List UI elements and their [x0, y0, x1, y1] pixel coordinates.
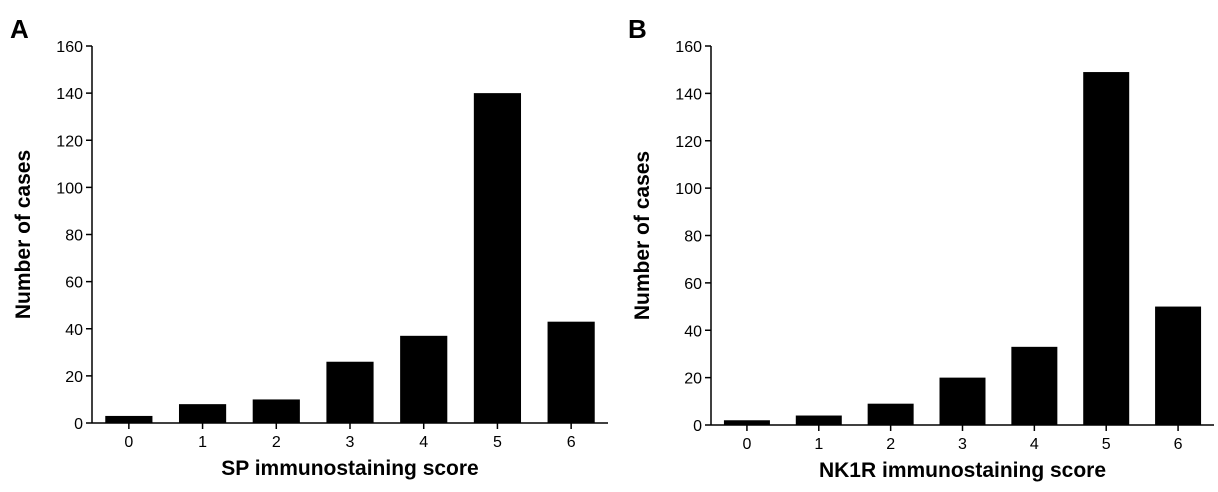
y-tick-label: 160	[56, 39, 83, 56]
x-tick-label: 4	[1030, 436, 1039, 453]
x-tick-label: 3	[958, 436, 967, 453]
y-tick-label: 100	[56, 180, 83, 197]
bar	[547, 321, 595, 423]
y-tick-label: 80	[65, 228, 83, 245]
x-tick-label: 5	[1102, 436, 1111, 453]
bar	[939, 377, 986, 425]
y-tick-label: 20	[65, 369, 83, 386]
x-axis-title: SP immunostaining score	[221, 457, 479, 480]
bar	[1011, 346, 1058, 425]
bar	[723, 420, 770, 425]
y-tick-label: 80	[684, 229, 702, 246]
y-tick-label: 120	[56, 133, 83, 150]
panel-label: B	[628, 14, 647, 44]
y-tick-label: 60	[65, 275, 83, 292]
bar	[1155, 306, 1202, 425]
x-axis-title: NK1R immunostaining score	[819, 459, 1106, 482]
x-tick-label: 2	[886, 436, 895, 453]
bar	[178, 404, 227, 423]
y-tick-label: 120	[675, 134, 702, 151]
x-tick-label: 6	[1174, 436, 1183, 453]
bar	[252, 399, 300, 423]
x-tick-label: 6	[567, 434, 576, 451]
x-tick-label: 1	[814, 436, 823, 453]
bar	[867, 403, 914, 425]
bar	[326, 361, 374, 423]
panel-label: A	[10, 14, 29, 44]
bar	[473, 93, 522, 423]
x-tick-label: 5	[493, 434, 502, 451]
y-tick-label: 100	[675, 181, 702, 198]
y-axis-title: Number of cases	[631, 151, 654, 320]
x-tick-label: 4	[419, 434, 428, 451]
y-axis-title: Number of cases	[12, 150, 35, 319]
x-tick-label: 0	[742, 436, 751, 453]
x-tick-label: 3	[346, 434, 355, 451]
y-tick-label: 40	[65, 322, 83, 339]
y-tick-label: 40	[684, 323, 702, 340]
bar	[795, 415, 842, 425]
y-tick-label: 140	[675, 86, 702, 103]
x-tick-label: 1	[198, 434, 207, 451]
y-tick-label: 20	[684, 371, 702, 388]
y-tick-label: 160	[675, 39, 702, 56]
bar	[1083, 72, 1130, 426]
y-tick-label: 140	[56, 86, 83, 103]
bar	[400, 335, 448, 423]
y-tick-label: 0	[693, 418, 702, 435]
y-tick-label: 0	[74, 416, 83, 433]
x-tick-label: 2	[272, 434, 281, 451]
bar	[105, 415, 153, 423]
y-tick-label: 60	[684, 276, 702, 293]
x-tick-label: 0	[124, 434, 133, 451]
